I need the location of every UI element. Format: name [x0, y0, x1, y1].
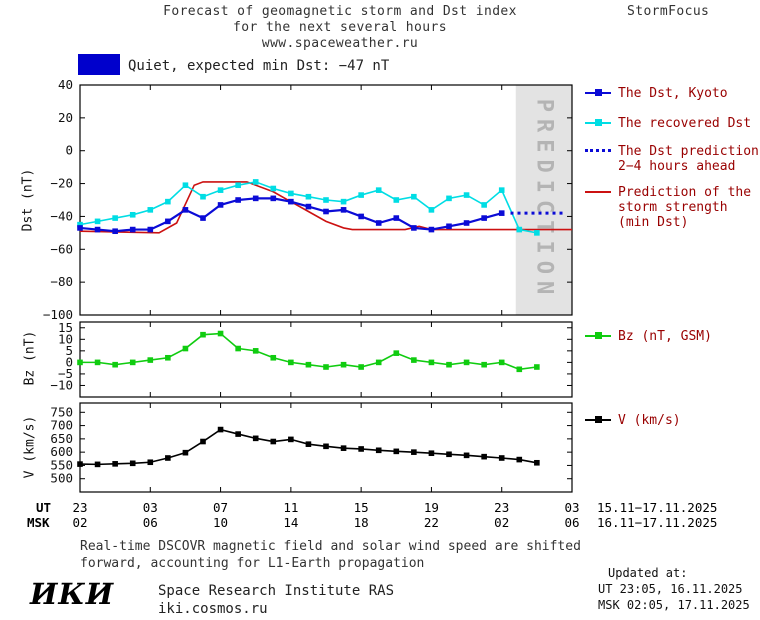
updated-at-label: Updated at:	[608, 566, 688, 580]
x-axis: UT MSK 23 03 07 11 15 19 23 03 02 06 10 14 18 22 02 06…	[0, 500, 760, 532]
legend-label: (min Dst)	[618, 215, 689, 230]
footnote-line-1: Real-time DSCOVR magnetic field and sola…	[80, 539, 581, 554]
y-tick-label: 5	[65, 343, 73, 358]
updated-ut: UT 23:05, 16.11.2025	[598, 582, 743, 596]
prediction-band	[515, 85, 572, 315]
x-tick-label: 03	[142, 500, 158, 515]
x-tick-label: 10	[213, 515, 229, 530]
x-tick-label: 23	[72, 500, 88, 515]
status-color-box	[78, 54, 120, 75]
dst-plot: PREDICTION 40 20 0 −20 −40 −60 −80 −100	[43, 80, 573, 320]
legend-label: The Dst, Kyoto	[618, 86, 728, 101]
updated-msk: MSK 02:05, 17.11.2025	[598, 598, 750, 612]
legend-label: storm strength	[618, 200, 728, 215]
y-tick-label: 500	[50, 471, 73, 486]
y-tick-label: −20	[50, 176, 73, 191]
ut-date-range: 15.11−17.11.2025	[597, 500, 718, 515]
y-tick-label: −40	[50, 208, 73, 223]
bz-legend: Bz (nT, GSM)	[585, 329, 712, 344]
y-tick-label: 0	[65, 354, 73, 369]
legend-item-storm-strength: Prediction of the storm strength (min Ds…	[585, 185, 751, 230]
footnote: Real-time DSCOVR magnetic field and sola…	[80, 538, 581, 572]
x-tick-label: 03	[564, 500, 580, 515]
xaxis-msk-row: 02 06 10 14 18 22 02 06	[0, 515, 760, 530]
legend-item-dst-kyoto: The Dst, Kyoto	[585, 86, 728, 101]
prediction-watermark: PREDICTION	[531, 99, 556, 301]
y-tick-label: 600	[50, 444, 73, 459]
x-tick-label: 11	[283, 500, 299, 515]
legend-label: The recovered Dst	[618, 116, 752, 131]
x-tick-label: 15	[353, 500, 369, 515]
legend-item-recovered-dst: The recovered Dst	[585, 116, 751, 131]
y-tick-label: 650	[50, 431, 73, 446]
recovered-dst-marker-icon	[585, 119, 611, 129]
status-label: Quiet, expected min Dst: −47 nT	[128, 58, 390, 74]
y-tick-label: 20	[58, 110, 73, 125]
title-url: www.spaceweather.ru	[261, 36, 419, 51]
footnote-line-2: forward, accounting for L1-Earth propaga…	[80, 556, 425, 571]
legend-label: The Dst prediction	[618, 144, 759, 159]
institute-name: Space Research Institute RAS	[158, 583, 395, 599]
xaxis-ut-row: 23 03 07 11 15 19 23 03	[0, 500, 760, 515]
x-tick-label: 06	[142, 515, 158, 530]
x-tick-label: 06	[564, 515, 580, 530]
x-tick-label: 02	[494, 515, 510, 530]
v-legend: V (km/s)	[585, 413, 681, 428]
msk-row-label: MSK	[27, 515, 50, 530]
title-line-2: for the next several hours	[233, 20, 447, 35]
legend-item-dst-prediction: The Dst prediction 2−4 hours ahead	[585, 144, 759, 174]
y-tick-label: −80	[50, 274, 73, 289]
brand-stormfocus: StormFocus	[627, 4, 710, 19]
y-tick-label: 40	[58, 80, 73, 92]
x-tick-label: 23	[494, 500, 510, 515]
chart-title: Forecast of geomagnetic storm and Dst in…	[110, 4, 570, 52]
x-tick-label: 07	[213, 500, 229, 515]
x-tick-label: 18	[353, 515, 369, 530]
ut-row-label: UT	[36, 500, 52, 515]
y-tick-label: 10	[58, 331, 73, 346]
y-tick-label: −10	[50, 377, 73, 392]
y-tick-label: 750	[50, 404, 73, 419]
storm-strength-marker-icon	[585, 188, 611, 198]
y-tick-label: −60	[50, 241, 73, 256]
v-marker-icon	[585, 416, 611, 426]
y-tick-label: 0	[65, 143, 73, 158]
x-tick-label: 22	[423, 515, 439, 530]
iki-logo: ИКИ	[30, 577, 115, 611]
dst-kyoto-marker-icon	[585, 89, 611, 99]
title-line-1: Forecast of geomagnetic storm and Dst in…	[163, 4, 517, 19]
y-tick-label: −5	[58, 366, 73, 381]
dst-legend: The Dst, Kyoto The recovered Dst The Dst…	[585, 80, 760, 240]
x-tick-label: 19	[423, 500, 439, 515]
x-tick-label: 14	[283, 515, 299, 530]
legend-label: Prediction of the	[618, 185, 752, 200]
institute-site: iki.cosmos.ru	[158, 601, 268, 617]
msk-date-range: 16.11−17.11.2025	[597, 515, 718, 530]
x-tick-label: 02	[72, 515, 88, 530]
bz-marker-icon	[585, 332, 611, 342]
dst-prediction-marker-icon	[585, 147, 611, 157]
legend-label: 2−4 hours ahead	[618, 159, 736, 174]
legend-label: Bz (nT, GSM)	[618, 329, 712, 344]
legend-label: V (km/s)	[618, 413, 681, 428]
y-tick-label: 550	[50, 457, 73, 472]
y-tick-label: 15	[58, 320, 73, 335]
y-tick-label: −100	[43, 307, 73, 320]
y-tick-label: 700	[50, 418, 73, 433]
